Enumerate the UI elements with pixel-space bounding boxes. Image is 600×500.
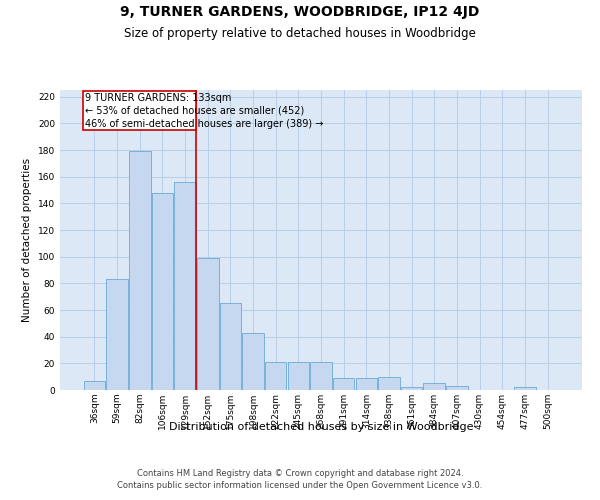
Bar (446, 386, 467, 390)
Bar (378, 376, 400, 390)
Bar (265, 362, 286, 390)
FancyBboxPatch shape (83, 92, 196, 130)
Y-axis label: Number of detached properties: Number of detached properties (22, 158, 32, 322)
Text: Contains HM Land Registry data © Crown copyright and database right 2024.
Contai: Contains HM Land Registry data © Crown c… (118, 468, 482, 490)
Text: Size of property relative to detached houses in Woodbridge: Size of property relative to detached ho… (124, 28, 476, 40)
Bar (242, 332, 264, 390)
Bar (152, 192, 173, 390)
Bar (287, 362, 309, 390)
Bar (129, 152, 151, 390)
Bar (84, 380, 105, 390)
Bar (106, 280, 128, 390)
Text: 9, TURNER GARDENS, WOODBRIDGE, IP12 4JD: 9, TURNER GARDENS, WOODBRIDGE, IP12 4JD (121, 5, 479, 19)
Text: Distribution of detached houses by size in Woodbridge: Distribution of detached houses by size … (169, 422, 473, 432)
Bar (424, 384, 445, 390)
Bar (514, 388, 536, 390)
Bar (356, 378, 377, 390)
Bar (220, 304, 241, 390)
Bar (175, 182, 196, 390)
Bar (310, 362, 332, 390)
Bar (197, 258, 218, 390)
Text: 9 TURNER GARDENS: 133sqm
← 53% of detached houses are smaller (452)
46% of semi-: 9 TURNER GARDENS: 133sqm ← 53% of detach… (85, 92, 324, 129)
Bar (401, 388, 422, 390)
Bar (333, 378, 355, 390)
